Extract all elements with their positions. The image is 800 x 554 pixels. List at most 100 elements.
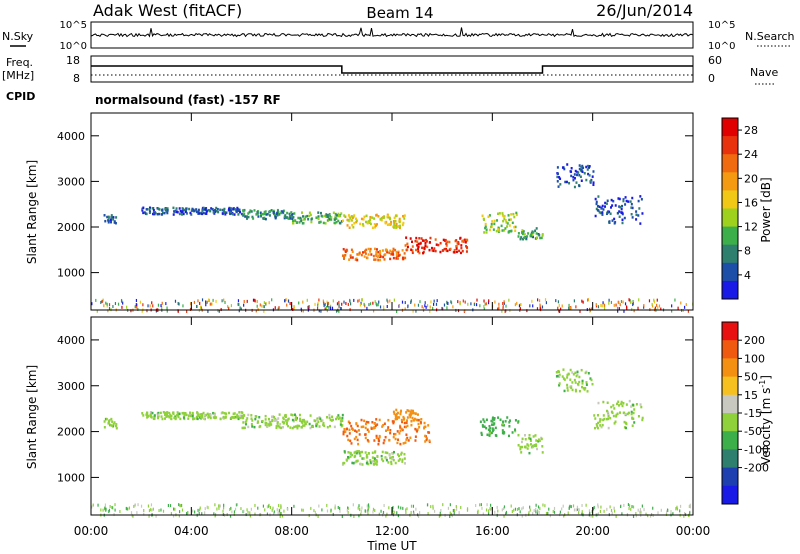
echo-cell [302,218,305,221]
echo-cell [183,413,186,416]
echo-cell [339,418,342,422]
echo-cell [233,213,236,216]
echo-cell [403,421,406,425]
noise-cell [293,306,295,310]
noise-cell [503,514,505,518]
y-tick-label: 1000 [57,471,85,484]
echo-cell [212,411,215,415]
echo-cell [425,437,428,440]
echo-cell [187,417,190,420]
echo-cell [593,414,596,417]
noise-cell [502,304,504,308]
echo-cell [356,450,359,453]
echo-cell [387,418,390,422]
echo-cell [483,420,486,423]
noise-cell [91,505,93,509]
echo-cell [202,211,205,215]
echo-cell [302,424,305,427]
noise-cell [639,508,642,512]
noise-cell [599,509,602,513]
echo-cell [355,435,358,439]
echo-cell [160,415,163,418]
echo-cell [488,430,491,433]
echo-cell [390,460,393,464]
noise-cell [227,305,229,309]
echo-cell [580,368,583,372]
noise-cell [569,504,571,508]
echo-cell [190,213,193,216]
echo-cell [170,417,173,420]
echo-cell [221,411,224,414]
noise-cell [494,510,496,514]
noise-cell [308,514,310,518]
colorbar-tick-label: 8 [744,245,751,258]
echo-cell [402,415,405,419]
noise-cell [568,306,570,310]
echo-cell [164,411,167,415]
echo-cell [196,411,199,414]
echo-cell [538,233,541,237]
echo-cell [346,434,349,438]
echo-cell [188,207,191,211]
echo-cell [325,215,328,218]
noise-cell [111,505,113,509]
noise-cell [272,506,274,510]
echo-cell [491,220,494,223]
echo-cell [325,213,328,216]
noise-cell [535,503,537,507]
echo-cell [591,175,594,178]
echo-cell [290,215,293,218]
echo-cell [631,216,634,219]
echo-cell [265,422,268,425]
colorbar-segment [722,190,738,209]
echo-cell [201,209,204,212]
echo-cell [615,415,618,418]
echo-cell [573,378,576,382]
echo-cell [342,219,345,223]
nave-label: Nave [750,66,778,79]
noise-cell [280,511,282,515]
echo-cell [578,164,581,167]
echo-cell [109,220,112,224]
echo-cell [446,240,449,244]
noise-cell [582,300,584,304]
noise-cell [314,510,317,514]
echo-cell [610,410,613,414]
echo-cell [348,226,351,230]
echo-cell [251,215,254,219]
noise-cell [274,306,276,310]
echo-cell [639,195,642,198]
echo-cell [395,226,398,229]
noise-cell [279,514,281,518]
noise-cell [671,309,673,313]
echo-cell [351,256,354,259]
echo-cell [415,236,418,240]
echo-cell [597,421,600,425]
echo-cell [391,250,394,253]
noise-cell [256,304,258,308]
echo-cell [296,426,299,430]
noise-cell [687,309,690,313]
echo-cell [358,433,361,436]
echo-cell [510,229,513,233]
echo-cell [416,428,419,431]
echo-cell [401,460,404,463]
echo-cell [202,206,205,210]
echo-cell [403,452,406,456]
echo-cell [318,221,321,224]
noise-cell [378,300,380,304]
noise-cell [485,508,488,512]
echo-cell [369,461,372,464]
echo-cell [614,420,617,424]
noise-cell [206,505,208,509]
echo-cell [113,421,116,424]
echo-cell [264,414,267,418]
noise-cell [606,507,608,511]
noise-cell [106,304,108,308]
noise-cell [331,306,334,310]
echo-cell [300,219,303,223]
echo-cell [331,415,334,419]
x-tick-label: 16:00 [475,524,510,538]
noise-cell [217,309,219,313]
